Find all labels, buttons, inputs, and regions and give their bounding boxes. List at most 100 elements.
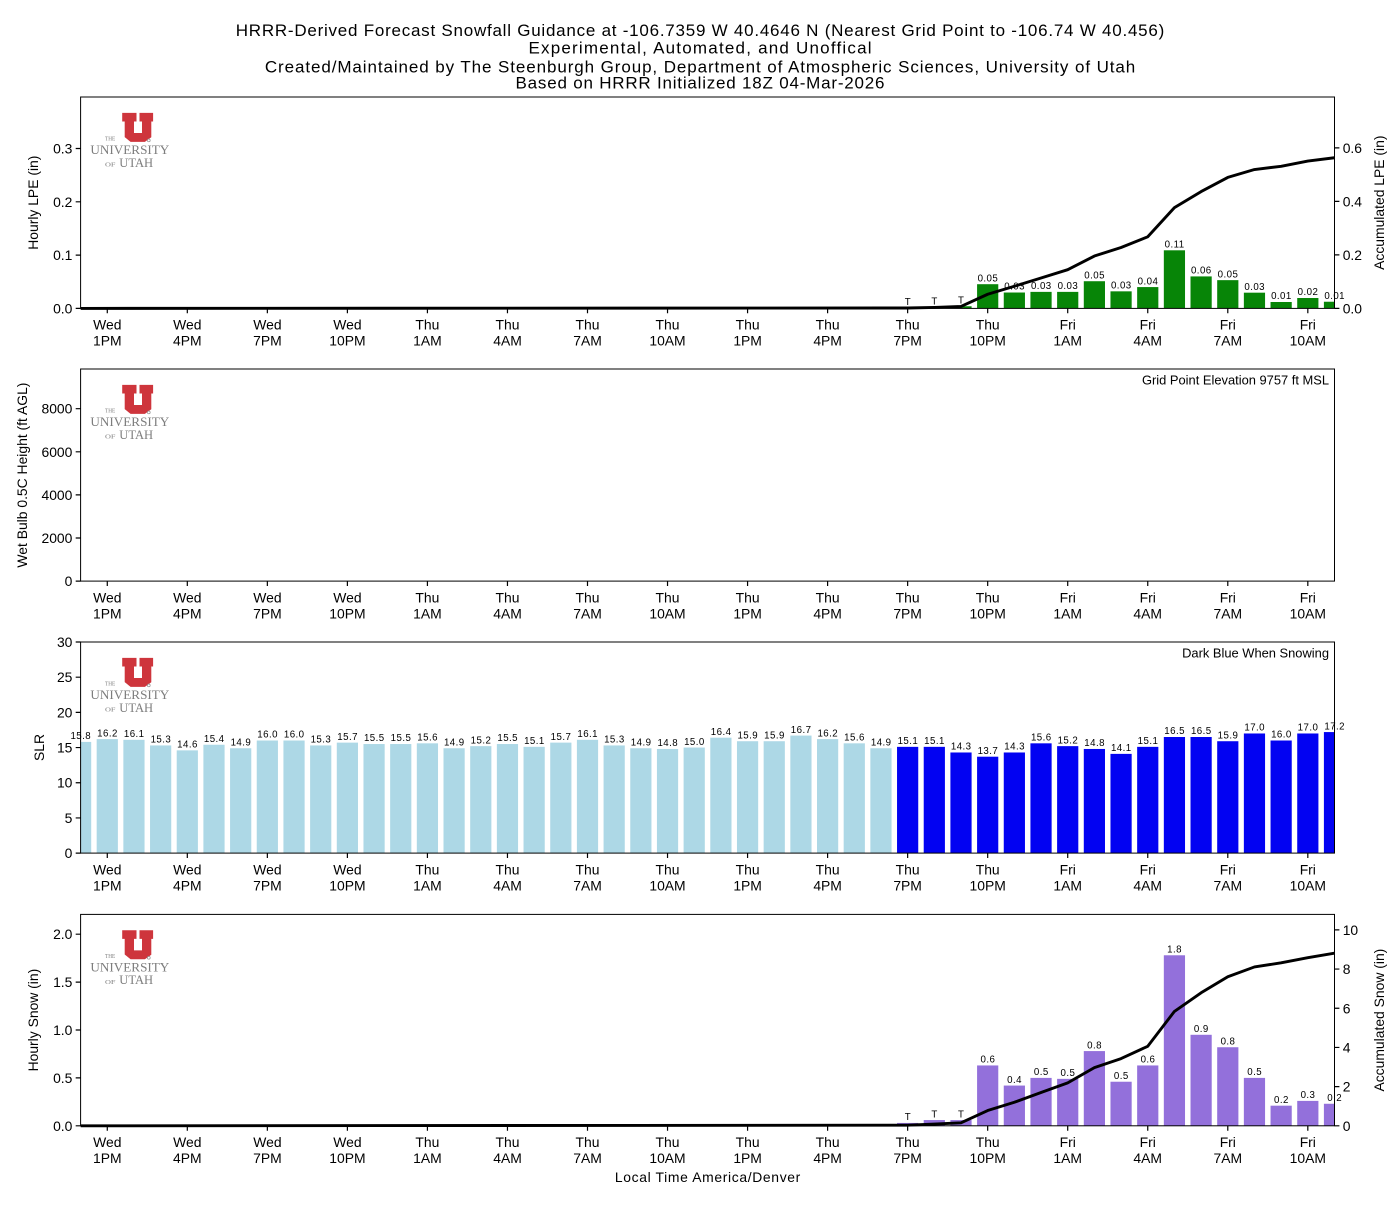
svg-text:4AM: 4AM xyxy=(493,1150,522,1166)
svg-text:Fri: Fri xyxy=(1060,1134,1076,1150)
svg-text:1AM: 1AM xyxy=(413,333,442,349)
svg-text:Thu: Thu xyxy=(736,589,760,605)
svg-text:10: 10 xyxy=(57,775,73,791)
svg-text:15.2: 15.2 xyxy=(1058,735,1079,746)
svg-text:14.3: 14.3 xyxy=(1004,742,1025,753)
svg-text:17.2: 17.2 xyxy=(1324,721,1345,732)
svg-text:Fri: Fri xyxy=(1140,589,1156,605)
svg-text:15.5: 15.5 xyxy=(364,733,385,744)
svg-text:10AM: 10AM xyxy=(649,605,685,621)
svg-text:0.03: 0.03 xyxy=(1004,282,1025,293)
svg-text:Thu: Thu xyxy=(736,1134,760,1150)
svg-text:10PM: 10PM xyxy=(970,1150,1006,1166)
svg-text:15.0: 15.0 xyxy=(684,737,705,748)
svg-text:7AM: 7AM xyxy=(573,333,602,349)
svg-text:Thu: Thu xyxy=(496,861,520,877)
svg-text:14.8: 14.8 xyxy=(657,738,678,749)
svg-text:0.6: 0.6 xyxy=(980,1055,995,1066)
svg-text:14.3: 14.3 xyxy=(951,742,972,753)
svg-text:0.5: 0.5 xyxy=(1060,1068,1075,1079)
svg-text:Thu: Thu xyxy=(896,1134,920,1150)
svg-text:15.1: 15.1 xyxy=(524,736,545,747)
svg-text:Wed: Wed xyxy=(333,589,361,605)
svg-text:4PM: 4PM xyxy=(173,605,202,621)
svg-text:Thu: Thu xyxy=(496,589,520,605)
svg-text:15: 15 xyxy=(57,740,73,756)
svg-text:SLR: SLR xyxy=(31,734,47,761)
svg-text:1PM: 1PM xyxy=(93,333,122,349)
svg-text:1AM: 1AM xyxy=(1053,333,1082,349)
svg-text:15.5: 15.5 xyxy=(497,733,518,744)
svg-text:0.6: 0.6 xyxy=(1343,140,1363,156)
svg-text:Wed: Wed xyxy=(253,589,281,605)
svg-text:4PM: 4PM xyxy=(813,605,842,621)
svg-text:10PM: 10PM xyxy=(970,877,1006,893)
svg-text:Fri: Fri xyxy=(1140,317,1156,333)
svg-text:15.9: 15.9 xyxy=(1218,730,1239,741)
svg-text:1PM: 1PM xyxy=(733,1150,762,1166)
svg-text:0.05: 0.05 xyxy=(1218,269,1239,280)
svg-text:0: 0 xyxy=(65,573,73,589)
svg-text:15.6: 15.6 xyxy=(844,733,865,744)
svg-text:1AM: 1AM xyxy=(413,877,442,893)
svg-text:10AM: 10AM xyxy=(1290,605,1326,621)
svg-text:7PM: 7PM xyxy=(253,877,282,893)
svg-text:Thu: Thu xyxy=(496,317,520,333)
svg-text:0.2: 0.2 xyxy=(1343,247,1363,263)
svg-text:Thu: Thu xyxy=(896,317,920,333)
svg-text:0.03: 0.03 xyxy=(1058,281,1079,292)
svg-text:14.9: 14.9 xyxy=(631,738,652,749)
svg-text:10PM: 10PM xyxy=(970,333,1006,349)
svg-text:2000: 2000 xyxy=(41,530,72,546)
svg-text:Fri: Fri xyxy=(1300,589,1316,605)
svg-text:0.2: 0.2 xyxy=(1274,1095,1289,1106)
svg-text:15.7: 15.7 xyxy=(551,732,572,743)
svg-text:4: 4 xyxy=(1343,1039,1351,1055)
svg-text:Accumulated Snow (in): Accumulated Snow (in) xyxy=(1371,949,1387,1092)
svg-text:1AM: 1AM xyxy=(1053,605,1082,621)
svg-text:10: 10 xyxy=(1343,922,1359,938)
svg-text:Wed: Wed xyxy=(253,317,281,333)
svg-text:HRRR-Derived Forecast Snowfall: HRRR-Derived Forecast Snowfall Guidance … xyxy=(236,21,1165,40)
svg-text:1AM: 1AM xyxy=(413,1150,442,1166)
svg-text:16.0: 16.0 xyxy=(257,730,278,741)
svg-text:Fri: Fri xyxy=(1300,317,1316,333)
svg-text:0.3: 0.3 xyxy=(53,141,73,157)
svg-text:1AM: 1AM xyxy=(1053,877,1082,893)
svg-text:14.9: 14.9 xyxy=(871,738,892,749)
svg-text:4PM: 4PM xyxy=(173,877,202,893)
svg-text:Wed: Wed xyxy=(333,861,361,877)
svg-text:1.0: 1.0 xyxy=(53,1022,73,1038)
svg-text:7AM: 7AM xyxy=(573,877,602,893)
svg-text:10PM: 10PM xyxy=(329,333,365,349)
svg-text:15.6: 15.6 xyxy=(1031,733,1052,744)
svg-text:Fri: Fri xyxy=(1060,861,1076,877)
svg-text:16.0: 16.0 xyxy=(1271,730,1292,741)
svg-text:0: 0 xyxy=(1343,1118,1351,1134)
svg-text:15.1: 15.1 xyxy=(1138,736,1159,747)
svg-text:7PM: 7PM xyxy=(253,605,282,621)
svg-text:15.3: 15.3 xyxy=(151,735,172,746)
svg-text:7AM: 7AM xyxy=(573,1150,602,1166)
svg-text:14.8: 14.8 xyxy=(1084,738,1105,749)
svg-text:0.5: 0.5 xyxy=(1114,1071,1129,1082)
svg-text:6000: 6000 xyxy=(41,444,72,460)
svg-text:10PM: 10PM xyxy=(329,1150,365,1166)
svg-text:7AM: 7AM xyxy=(1214,333,1243,349)
svg-text:10AM: 10AM xyxy=(649,1150,685,1166)
svg-text:Experimental, Automated, and U: Experimental, Automated, and Unoffical xyxy=(528,38,872,57)
svg-text:7PM: 7PM xyxy=(893,333,922,349)
svg-text:Created/Maintained by The Stee: Created/Maintained by The Steenburgh Gro… xyxy=(265,58,1136,77)
svg-text:16.2: 16.2 xyxy=(817,728,838,739)
svg-text:Fri: Fri xyxy=(1060,589,1076,605)
svg-text:0.5: 0.5 xyxy=(1247,1067,1262,1078)
svg-text:Thu: Thu xyxy=(736,861,760,877)
svg-text:Thu: Thu xyxy=(415,861,439,877)
svg-text:Grid Point Elevation 9757 ft M: Grid Point Elevation 9757 ft MSL xyxy=(1142,372,1329,387)
svg-text:Thu: Thu xyxy=(656,317,680,333)
svg-text:T: T xyxy=(905,297,911,308)
svg-text:Hourly LPE (in): Hourly LPE (in) xyxy=(25,156,41,250)
svg-text:10AM: 10AM xyxy=(1290,877,1326,893)
svg-text:2.0: 2.0 xyxy=(53,926,73,942)
svg-text:6: 6 xyxy=(1343,1000,1351,1016)
